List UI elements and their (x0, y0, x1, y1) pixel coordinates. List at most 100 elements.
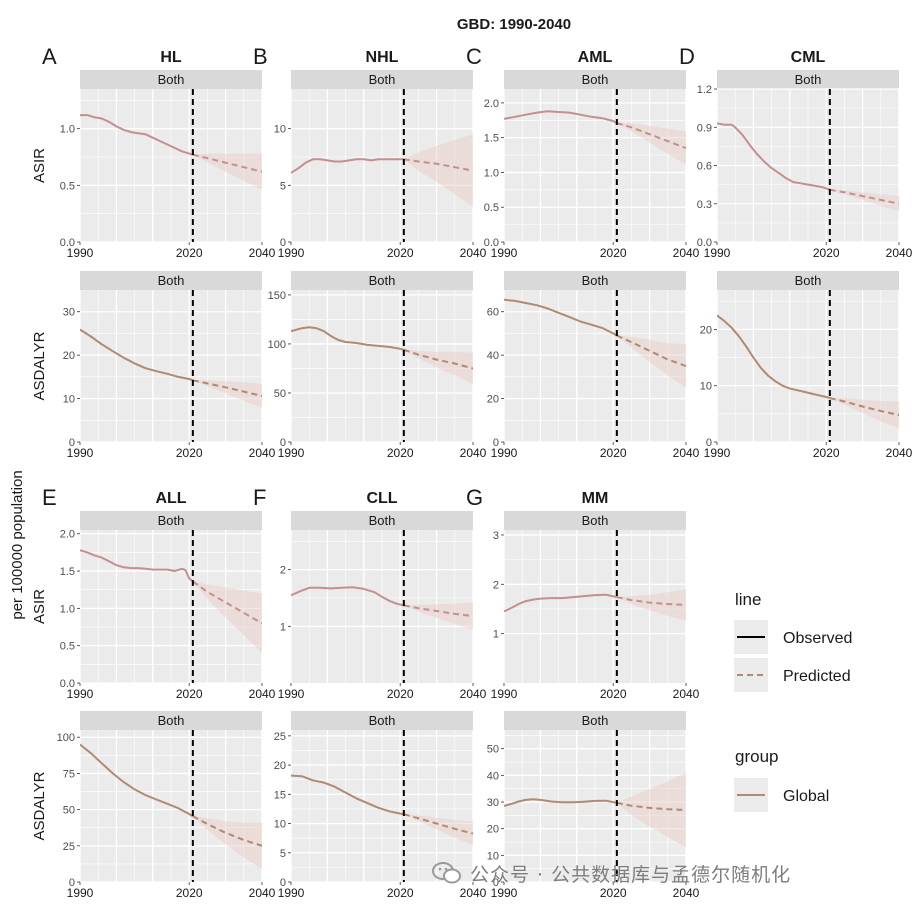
prediction-band (829, 398, 899, 429)
y-tick-label: 10 (63, 394, 75, 406)
facet-strip (80, 70, 262, 89)
y-tick-label: 40 (487, 350, 499, 362)
figure-title: GBD: 1990-2040 (457, 16, 571, 33)
facet-strip-label: Both (369, 72, 396, 87)
y-tick-label: 75 (63, 768, 75, 780)
x-tick-label: 1990 (67, 886, 94, 900)
x-tick-label: 2040 (460, 246, 487, 260)
y-tick-label: 3 (493, 530, 499, 542)
observed-line (80, 549, 194, 583)
panel-letter: D (679, 44, 695, 69)
y-tick-label: 0 (69, 877, 75, 889)
y-tick-label: 30 (63, 307, 75, 319)
x-tick-label: 2020 (387, 246, 414, 260)
predicted-line (403, 158, 473, 172)
x-tick-label: 2020 (600, 446, 627, 460)
facet-strip-label: Both (369, 713, 396, 728)
y-tick-label: 20 (487, 394, 499, 406)
y-tick-label: 0 (280, 437, 286, 449)
facet-strip (504, 511, 686, 530)
x-tick-label: 2020 (387, 446, 414, 460)
observed-line (80, 743, 194, 817)
panel-title: NHL (366, 49, 399, 66)
y-tick-label: 100 (57, 732, 75, 744)
x-tick-label: 1990 (491, 446, 518, 460)
data-layer (291, 134, 473, 207)
observed-line (717, 314, 831, 400)
data-layer (80, 328, 262, 409)
x-tick-label: 2020 (600, 687, 627, 701)
x-tick-label: 2040 (460, 446, 487, 460)
facet-strip (504, 711, 686, 730)
y-tick-label: 2.0 (60, 529, 75, 541)
prediction-band (616, 123, 686, 165)
observed-line (291, 326, 405, 351)
facet-strip (291, 711, 473, 730)
predicted-line (192, 815, 262, 847)
y-tick-label: 10 (700, 381, 712, 393)
figure-ylabel: per 100000 population (9, 470, 26, 619)
x-tick-label: 1990 (278, 246, 305, 260)
x-tick-label: 1990 (704, 246, 731, 260)
y-tick-label: 20 (487, 824, 499, 836)
data-layer (80, 114, 262, 190)
prediction-band (192, 816, 262, 869)
data-layer (504, 110, 686, 165)
row-label: ASIR (31, 148, 48, 183)
observed-line (291, 774, 404, 816)
legend-line-title: line (735, 590, 761, 609)
y-tick-label: 150 (268, 290, 286, 302)
x-tick-label: 2040 (460, 687, 487, 701)
data-layer (504, 772, 686, 848)
panel-aml-asir: Both 0.0 0.5 1.0 1.5 2.0 1990 2020 2040 C AML (466, 44, 700, 260)
x-tick-label: 2020 (813, 446, 840, 460)
prediction-band (403, 602, 473, 630)
observed-line (504, 298, 618, 337)
facet-strip (717, 70, 899, 89)
panel-mm-asdalyr: Both 0 10 20 30 40 50 1990 2020 2040 (487, 711, 700, 900)
y-tick-label: 30 (487, 797, 499, 809)
y-tick-label: 1.5 (60, 566, 75, 578)
predicted-line (403, 604, 473, 618)
prediction-band (192, 581, 262, 654)
x-tick-label: 1990 (67, 687, 94, 701)
predicted-line (616, 801, 686, 811)
observed-line (504, 593, 618, 613)
panel-letter: F (253, 485, 266, 510)
y-tick-label: 0.0 (697, 237, 712, 249)
panel-nhl-asir: Both 0 5 10 1990 2020 2040 B NHL (253, 44, 487, 260)
observed-line (717, 122, 831, 191)
facet-strip (504, 271, 686, 290)
x-tick-label: 1990 (278, 687, 305, 701)
panel-mm-asir: Both 1 2 3 1990 2020 2040 G MM (466, 485, 700, 701)
facet-strip (291, 271, 473, 290)
legend-item-label: Predicted (783, 668, 851, 685)
y-tick-label: 10 (274, 124, 286, 136)
panel-cll-asir: Both 1 2 1990 2020 2040 F CLL (253, 485, 487, 701)
facet-strip (291, 70, 473, 89)
y-tick-label: 0.6 (697, 161, 712, 173)
y-tick-label: 1.0 (60, 124, 75, 136)
legend-item-label: Observed (783, 630, 852, 647)
y-tick-label: 5 (280, 180, 286, 192)
prediction-band (829, 189, 899, 212)
y-tick-label: 2.0 (484, 98, 499, 110)
y-tick-label: 1.2 (697, 84, 712, 96)
x-tick-label: 2040 (673, 446, 700, 460)
y-tick-label: 10 (274, 819, 286, 831)
y-tick-label: 0 (493, 877, 499, 889)
y-tick-label: 0.5 (484, 202, 499, 214)
x-tick-label: 1990 (278, 446, 305, 460)
y-tick-label: 50 (274, 388, 286, 400)
prediction-band (616, 589, 686, 621)
panel-title: HL (160, 49, 182, 66)
facet-strip (717, 271, 899, 290)
y-tick-label: 100 (268, 339, 286, 351)
legend-group-title: group (735, 747, 778, 766)
predicted-line (192, 580, 262, 625)
predicted-line (403, 348, 473, 370)
facet-strip-label: Both (369, 273, 396, 288)
y-tick-label: 2 (493, 579, 499, 591)
facet-strip (80, 711, 262, 730)
